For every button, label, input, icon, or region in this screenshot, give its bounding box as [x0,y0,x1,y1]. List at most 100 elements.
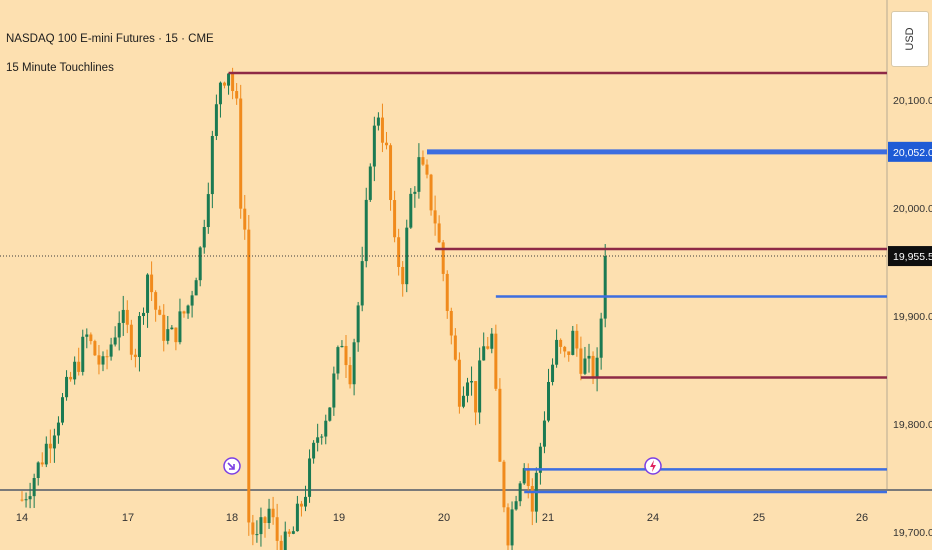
candle [48,429,52,464]
candle [56,416,60,444]
candle [567,351,571,362]
candle [214,94,218,141]
currency-button[interactable]: USD [891,11,929,67]
price-tick-label: 20,000.00 [893,203,932,215]
arrow-circle-icon[interactable] [223,457,241,475]
candle [502,459,506,513]
candle [461,386,465,409]
candle [73,356,77,385]
candle [81,329,85,376]
symbol-title[interactable]: NASDAQ 100 E-mini Futures · 15 · CME [6,33,214,45]
last-price-tag [888,246,932,267]
candle [251,514,255,546]
candle [279,535,283,550]
level-price-tag [888,141,932,162]
candle [409,188,413,229]
candle [146,273,150,328]
candle [547,368,550,423]
lightning-circle-icon[interactable] [644,457,662,475]
candle [579,336,583,381]
candle [299,500,303,517]
candle [105,349,109,370]
candle [555,329,559,368]
candle [283,521,287,550]
time-tick-label: 26 [856,512,868,524]
candle [186,304,190,319]
currency-label: USD [904,27,916,51]
candle [190,290,194,318]
candle [206,182,210,234]
time-tick-label: 14 [16,512,28,524]
candle [466,377,469,403]
candle [247,215,251,536]
candle [85,328,89,349]
candle [376,112,380,131]
candle [117,311,121,351]
candle [344,334,348,378]
candle [352,338,356,396]
candle [336,345,340,380]
candle [603,244,607,328]
candle [295,495,299,532]
candle [490,328,494,354]
time-tick-label: 20 [438,512,450,524]
candle [150,261,154,302]
candle [129,319,133,361]
candle [453,328,457,362]
price-tick-label: 19,700.00 [893,527,932,539]
time-tick-label: 21 [542,512,554,524]
candle [571,325,575,356]
candle [328,407,332,422]
candle [89,332,93,345]
candle [494,324,498,391]
candle [397,228,401,276]
candle [198,246,202,287]
candle [44,436,48,468]
candle [385,132,388,150]
candle [506,503,510,550]
candle [380,103,384,153]
candle [304,485,307,512]
last-price-tag-text: 19,955.50 [893,251,932,263]
candle [65,370,69,401]
candle [40,452,44,467]
candle [121,295,125,336]
candle [364,187,368,268]
time-tick-label: 25 [753,512,765,524]
candle [170,325,174,330]
candle [32,473,36,508]
candle [125,300,129,334]
candle [174,327,178,351]
price-tick-label: 19,900.00 [893,311,932,323]
candle [93,339,97,357]
candle [393,190,397,243]
indicator-label[interactable]: 15 Minute Touchlines [6,62,114,74]
candle [575,324,579,357]
level-price-tag-text: 20,052.00 [893,147,932,159]
candle [166,316,170,345]
candle [437,215,441,244]
candle [482,332,486,361]
candle [202,219,206,254]
candle [267,498,271,529]
candle [595,347,599,392]
candle [178,298,182,345]
candle [77,347,81,376]
candle [429,173,433,216]
candle [413,186,417,208]
candle [223,81,226,89]
candle [142,307,145,325]
candle [36,461,40,486]
candle [498,378,502,462]
candle [368,163,372,202]
time-tick-label: 19 [333,512,345,524]
candle [514,495,518,511]
candle [154,290,158,322]
candle [542,411,546,454]
candle [457,352,461,414]
candle [182,310,186,318]
candle [259,507,263,547]
